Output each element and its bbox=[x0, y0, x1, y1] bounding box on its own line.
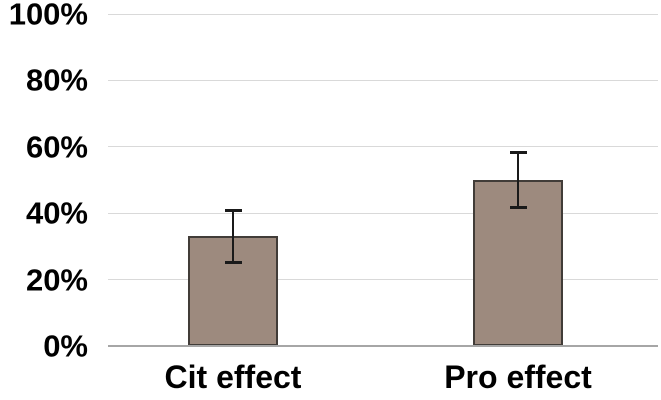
y-gridline-40 bbox=[108, 212, 658, 214]
y-tick-label-100: 100% bbox=[8, 0, 88, 32]
error-bar-cap-bottom-0 bbox=[224, 261, 242, 264]
error-bar-line-0 bbox=[232, 209, 234, 263]
y-gridline-80 bbox=[108, 79, 658, 81]
y-gridline-60 bbox=[108, 146, 658, 148]
error-bar-line-1 bbox=[517, 151, 519, 209]
error-bar-cap-top-1 bbox=[509, 150, 527, 154]
y-tick-label-60: 60% bbox=[25, 129, 88, 165]
error-bar-cap-top-0 bbox=[224, 208, 242, 212]
y-tick-label-40: 40% bbox=[25, 195, 88, 231]
x-category-label-pro-effect: Pro effect bbox=[444, 359, 592, 395]
x-axis-line bbox=[108, 345, 658, 347]
error-bar-cap-bottom-1 bbox=[509, 206, 527, 210]
y-gridline-100 bbox=[108, 13, 658, 15]
y-tick-label-0: 0% bbox=[43, 328, 88, 364]
y-tick-label-20: 20% bbox=[25, 262, 88, 298]
x-category-label-cit-effect: Cit effect bbox=[164, 359, 302, 395]
y-tick-label-80: 80% bbox=[25, 62, 88, 98]
y-gridline-20 bbox=[108, 279, 658, 281]
